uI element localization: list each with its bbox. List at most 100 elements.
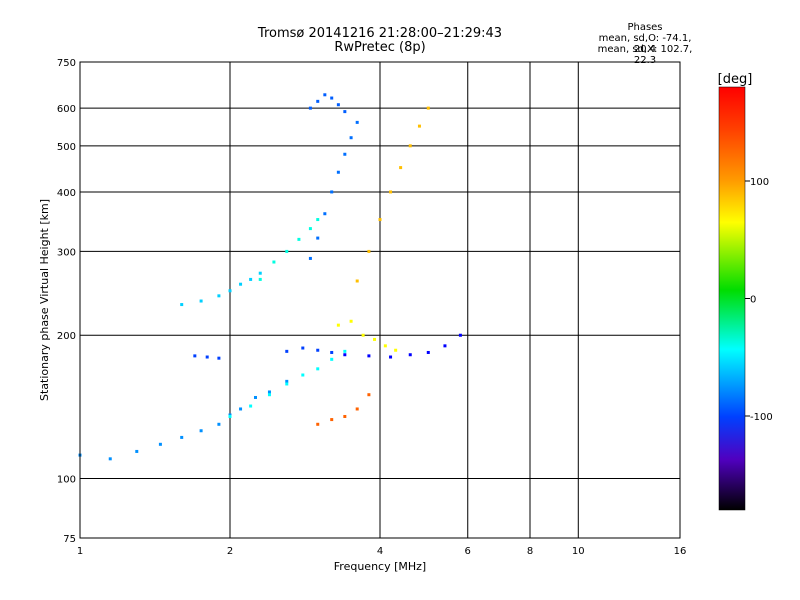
chart-subtitle: RwPretec (8p) bbox=[334, 40, 426, 55]
data-point bbox=[417, 124, 421, 128]
data-point bbox=[355, 279, 359, 283]
data-point bbox=[336, 170, 340, 174]
series-o-trace-e-region-upper bbox=[228, 349, 347, 418]
data-point bbox=[367, 354, 371, 358]
data-point bbox=[239, 407, 243, 411]
colorbar-tick-label: 0 bbox=[750, 295, 756, 306]
data-point bbox=[336, 103, 340, 107]
data-point bbox=[316, 218, 320, 222]
series-o-trace-es bbox=[193, 346, 334, 360]
series-es-extension bbox=[343, 333, 462, 359]
data-point bbox=[285, 379, 289, 383]
data-point bbox=[228, 414, 232, 418]
data-point bbox=[323, 93, 327, 97]
data-point bbox=[330, 190, 334, 194]
data-point bbox=[330, 357, 334, 361]
x-tick-label: 4 bbox=[377, 546, 383, 557]
series-o-trace-f2 bbox=[308, 120, 359, 260]
data-point bbox=[343, 152, 347, 156]
series-x-trace-e-region bbox=[316, 393, 371, 426]
colorbar-tick-label: 100 bbox=[750, 177, 769, 188]
data-point bbox=[297, 237, 301, 241]
data-point bbox=[258, 277, 262, 281]
data-point bbox=[108, 457, 112, 461]
phase-stats-x: mean, sd,X: 102.7, 22.3 bbox=[597, 44, 693, 66]
data-point bbox=[316, 99, 320, 103]
data-point bbox=[180, 435, 184, 439]
data-point bbox=[258, 271, 262, 275]
x-tick-label: 2 bbox=[227, 546, 233, 557]
data-point bbox=[316, 367, 320, 371]
data-point bbox=[458, 333, 462, 337]
data-point bbox=[399, 166, 403, 170]
data-point bbox=[383, 344, 387, 348]
colorbar bbox=[718, 86, 746, 511]
data-point bbox=[378, 218, 382, 222]
plot-frame bbox=[79, 61, 681, 539]
y-tick-label: 400 bbox=[57, 188, 76, 199]
series-o-trace-f1-lower bbox=[180, 271, 262, 307]
data-point bbox=[180, 303, 184, 307]
data-point bbox=[308, 106, 312, 110]
data-point bbox=[316, 236, 320, 240]
data-point bbox=[343, 414, 347, 418]
data-point bbox=[408, 353, 412, 357]
data-point bbox=[267, 393, 271, 397]
data-point bbox=[426, 106, 430, 110]
series-o-trace-f1 bbox=[258, 218, 320, 281]
phases-heading: Phases bbox=[627, 22, 663, 33]
data-point bbox=[239, 282, 243, 286]
y-tick-label: 600 bbox=[57, 104, 76, 115]
data-point bbox=[205, 355, 209, 359]
chart-title: Tromsø 20141216 21:28:00–21:29:43 bbox=[257, 26, 503, 41]
data-point bbox=[228, 413, 232, 417]
x-tick-label: 6 bbox=[465, 546, 471, 557]
data-point bbox=[349, 136, 353, 140]
data-point bbox=[330, 350, 334, 354]
data-point bbox=[361, 333, 365, 337]
data-point bbox=[426, 350, 430, 354]
data-point bbox=[323, 212, 327, 216]
x-tick-label: 1 bbox=[77, 546, 83, 557]
series-x-trace-f2 bbox=[355, 106, 430, 283]
data-point bbox=[367, 249, 371, 253]
data-point bbox=[267, 390, 271, 394]
y-tick-label: 500 bbox=[57, 142, 76, 153]
phase-stats-o: mean, sd,O: -74.1, 20.4 bbox=[598, 33, 692, 55]
data-point bbox=[249, 277, 253, 281]
data-point bbox=[343, 349, 347, 353]
data-point bbox=[217, 356, 221, 360]
data-point bbox=[285, 382, 289, 386]
data-point bbox=[330, 96, 334, 100]
data-point bbox=[343, 353, 347, 357]
x-tick-label: 8 bbox=[527, 546, 533, 557]
data-point bbox=[285, 249, 289, 253]
data-point bbox=[408, 144, 412, 148]
data-point bbox=[308, 227, 312, 231]
data-point bbox=[343, 110, 347, 114]
colorbar-label: [deg] bbox=[718, 72, 753, 87]
series-x-trace-f1 bbox=[336, 319, 398, 352]
x-axis-label: Frequency [MHz] bbox=[334, 560, 426, 573]
x-tick-label: 10 bbox=[572, 546, 585, 557]
data-point bbox=[301, 346, 305, 350]
data-point bbox=[199, 299, 203, 303]
colorbar-tick-label: -100 bbox=[750, 412, 773, 423]
data-point bbox=[285, 349, 289, 353]
x-tick-label: 16 bbox=[674, 546, 687, 557]
data-point bbox=[373, 337, 377, 341]
data-point bbox=[443, 344, 447, 348]
data-point bbox=[253, 395, 257, 399]
series-o-trace-e-region-lower bbox=[78, 379, 289, 461]
data-point bbox=[217, 294, 221, 298]
data-point bbox=[389, 190, 393, 194]
data-point bbox=[228, 289, 232, 293]
y-tick-label: 300 bbox=[57, 247, 76, 258]
data-point bbox=[272, 260, 276, 264]
data-point bbox=[308, 256, 312, 260]
data-point bbox=[301, 373, 305, 377]
y-axis-label: Stationary phase Virtual Height [km] bbox=[38, 199, 51, 401]
data-point bbox=[199, 429, 203, 433]
data-point bbox=[316, 422, 320, 426]
